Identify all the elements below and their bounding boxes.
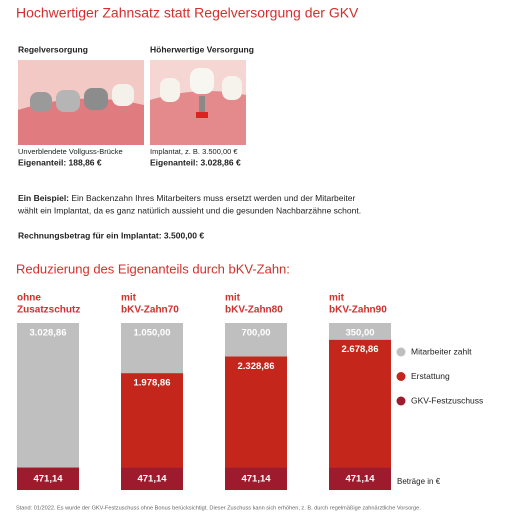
option-share: Eigenanteil: 3.028,86 € bbox=[150, 157, 241, 167]
value-label: 471,14 bbox=[137, 473, 167, 484]
bar-segment bbox=[17, 323, 79, 468]
bar-segment bbox=[225, 467, 287, 490]
category-label: mit bbox=[329, 293, 345, 304]
category-label: bKV-Zahn80 bbox=[225, 305, 283, 316]
example-line: wählt ein Implantat, da es ganz natürlic… bbox=[17, 205, 361, 215]
unit-note: Beträge in € bbox=[397, 477, 441, 486]
bar-segment bbox=[121, 467, 183, 490]
bar-segment bbox=[329, 467, 391, 490]
bar-segment bbox=[121, 323, 183, 374]
value-label: 2.678,86 bbox=[342, 344, 379, 355]
bar-segment bbox=[225, 356, 287, 468]
bridge-image bbox=[18, 60, 144, 145]
option-caption: Unverblendete Vollguss-Brücke bbox=[18, 147, 123, 156]
legend-label: Mitarbeiter zahlt bbox=[411, 346, 472, 356]
value-label: 1.050,00 bbox=[134, 328, 171, 339]
bar-segment bbox=[225, 323, 287, 357]
bar-segment bbox=[17, 467, 79, 490]
value-label: 350,00 bbox=[345, 328, 374, 339]
page-title: Hochwertiger Zahnsatz statt Regelversorg… bbox=[16, 5, 359, 21]
option-caption: Implantat, z. B. 3.500,00 € bbox=[150, 147, 238, 156]
option-share: Eigenanteil: 188,86 € bbox=[18, 157, 102, 167]
value-label: 471,14 bbox=[241, 473, 271, 484]
legend-marker bbox=[396, 396, 406, 406]
option-title: Höherwertige Versorgung bbox=[150, 44, 254, 54]
option-title: Regelversorgung bbox=[18, 44, 88, 54]
legend-marker bbox=[396, 347, 406, 357]
value-label: 2.328,86 bbox=[238, 361, 275, 372]
footer: Stand: 01/2022. Es wurde der GKV-Festzus… bbox=[16, 505, 421, 511]
chart-title: Reduzierung des Eigenanteils durch bKV-Z… bbox=[16, 261, 290, 276]
category-label: bKV-Zahn90 bbox=[329, 305, 387, 316]
legend-marker bbox=[396, 372, 406, 381]
implant-image bbox=[150, 60, 246, 145]
example-text: Ein Beispiel: Ein Backenzahn Ihres Mitar… bbox=[18, 193, 355, 203]
value-label: 471,14 bbox=[345, 473, 375, 484]
value-label: 1.978,86 bbox=[134, 378, 171, 389]
value-label: 471,14 bbox=[33, 473, 63, 484]
legend-label: Erstattung bbox=[411, 371, 450, 381]
category-label: bKV-Zahn70 bbox=[121, 305, 179, 316]
value-label: 3.028,86 bbox=[30, 328, 67, 339]
example-line: Ein Backenzahn Ihres Mitarbeiters muss e… bbox=[69, 193, 355, 203]
invoice: Rechnungsbetrag für ein Implantat: 3.500… bbox=[18, 230, 204, 240]
category-label: mit bbox=[225, 293, 241, 304]
category-label: ohne bbox=[17, 293, 41, 304]
value-label: 700,00 bbox=[241, 328, 270, 339]
example-lead: Ein Beispiel: bbox=[18, 193, 69, 203]
bar-segment bbox=[329, 323, 391, 340]
bar-segment bbox=[121, 373, 183, 468]
bar-segment bbox=[329, 339, 391, 468]
category-label: Zusatzschutz bbox=[17, 305, 80, 316]
legend-label: GKV-Festzuschuss bbox=[411, 395, 483, 405]
category-label: mit bbox=[121, 293, 137, 304]
